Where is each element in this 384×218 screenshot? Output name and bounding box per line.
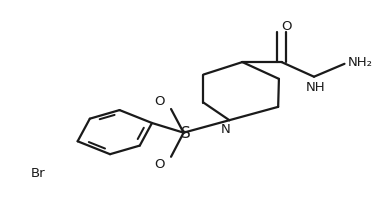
Text: S: S bbox=[180, 126, 190, 141]
Text: O: O bbox=[281, 20, 291, 33]
Text: NH₂: NH₂ bbox=[348, 56, 373, 69]
Text: Br: Br bbox=[30, 167, 45, 181]
Text: NH: NH bbox=[306, 80, 326, 94]
Text: O: O bbox=[154, 95, 165, 108]
Text: N: N bbox=[221, 123, 230, 136]
Text: O: O bbox=[154, 158, 165, 171]
